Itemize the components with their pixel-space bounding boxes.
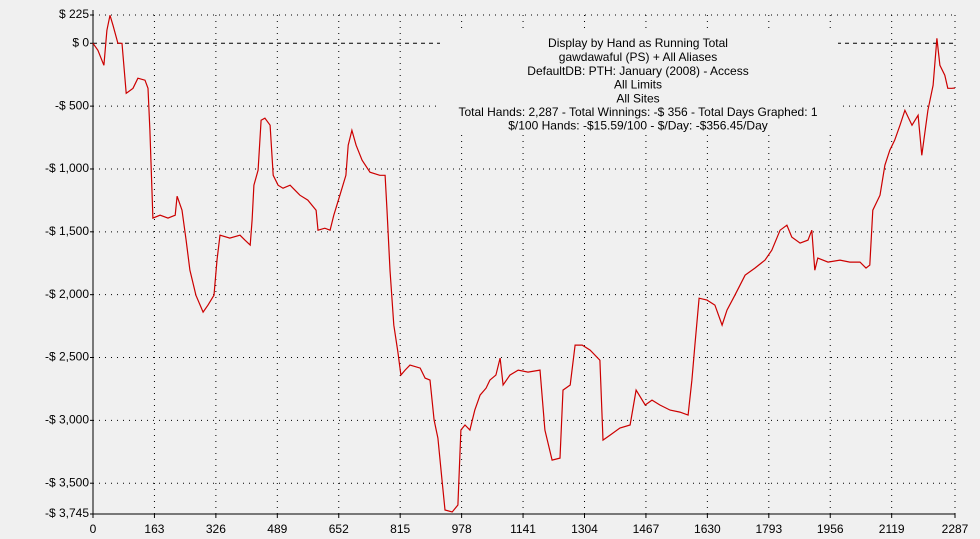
x-tick-label: 326 xyxy=(206,522,226,536)
x-tick-label: 489 xyxy=(267,522,287,536)
subtitle-line: All Limits xyxy=(614,78,662,92)
x-tick-label: 1304 xyxy=(571,522,598,536)
grid: $ 225 $ 0 -$ 500 -$ 1,000 -$ 1,500 -$ 2,000 -$… xyxy=(45,7,969,536)
subtitle-line: gawdawaful (PS) + All Aliases xyxy=(559,50,717,64)
title-box xyxy=(440,33,838,135)
x-tick-label: 1956 xyxy=(817,522,844,536)
subtitle-line: All Sites xyxy=(616,91,659,105)
titles: Display by Hand as Running Total gawdawa… xyxy=(458,36,817,133)
y-tick-label: -$ 3,000 xyxy=(45,413,89,427)
y-tick-label: -$ 3,745 xyxy=(45,506,89,520)
y-tick-label: -$ 2,000 xyxy=(45,287,89,301)
subtitle-line: DefaultDB: PTH: January (2008) - Access xyxy=(527,64,748,78)
data-line xyxy=(92,15,956,513)
chart-title: Display by Hand as Running Total xyxy=(548,36,728,50)
x-tick-label: 2119 xyxy=(879,522,905,536)
x-tick-label: 2287 xyxy=(942,522,969,536)
x-tick-label: 1141 xyxy=(510,522,536,536)
y-tick-label: -$ 2,500 xyxy=(45,350,89,364)
plot xyxy=(92,15,956,513)
y-tick-label: -$ 1,000 xyxy=(45,161,89,175)
x-tick-label: 815 xyxy=(390,522,410,536)
x-tick-label: 1630 xyxy=(694,522,721,536)
x-tick-label: 652 xyxy=(329,522,349,536)
x-tick-label: 978 xyxy=(452,522,472,536)
x-tick-label: 163 xyxy=(144,522,164,536)
subtitle-line: $/100 Hands: -$15.59/100 - $/Day: -$356.… xyxy=(508,119,768,133)
x-tick-label: 1793 xyxy=(755,522,782,536)
subtitle-line: Total Hands: 2,287 - Total Winnings: -$ … xyxy=(458,105,817,119)
y-tick-label: $ 0 xyxy=(72,35,89,49)
y-tick-label: -$ 1,500 xyxy=(45,224,89,238)
y-tick-label: -$ 3,500 xyxy=(45,475,89,489)
x-tick-label: 0 xyxy=(90,522,97,536)
y-tick-label: -$ 500 xyxy=(55,98,89,112)
x-tick-label: 1467 xyxy=(633,522,660,536)
y-tick-label: $ 225 xyxy=(59,7,89,21)
